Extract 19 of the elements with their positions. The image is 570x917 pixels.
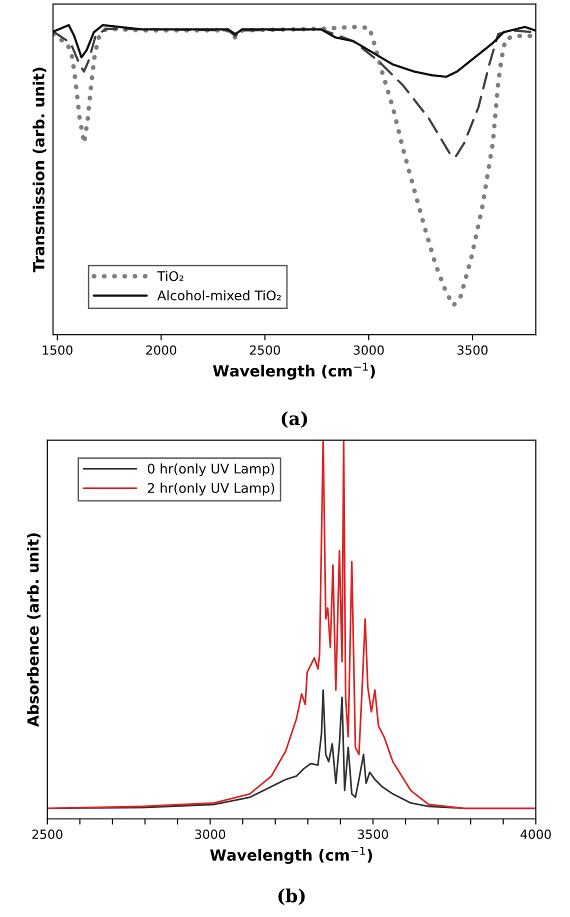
x-tick-label: 3500 (358, 830, 388, 839)
x-tick-label: 3000 (354, 345, 384, 355)
text: (b) (278, 888, 305, 906)
x-tick-label: 2500 (32, 830, 62, 839)
text: (a) (282, 411, 308, 428)
x-axis-title: Wavelength (cm$^{−1}$) (210, 846, 372, 864)
x-axis-title: Wavelength (cm$^{−1}$) (212, 362, 375, 380)
x-tick-label: 2500 (250, 345, 280, 355)
legend-label: 0 hr(only UV Lamp) (148, 463, 274, 476)
x-tick-label: 3500 (458, 345, 488, 355)
legend-label: 2 hr(only UV Lamp) (148, 482, 274, 496)
legend-label: TiO₂ (157, 270, 184, 282)
x-tick-label: 4000 (520, 830, 551, 839)
x-tick-label: 2000 (146, 345, 176, 355)
legend-label: Alcohol-mixed TiO₂ (157, 290, 281, 300)
y-axis-title: Absorbence (arb. unit) (26, 533, 41, 727)
x-tick-label: 1500 (42, 345, 72, 355)
y-axis-title: Transmission (arb. unit) (32, 68, 46, 272)
x-tick-label: 3000 (195, 830, 226, 839)
